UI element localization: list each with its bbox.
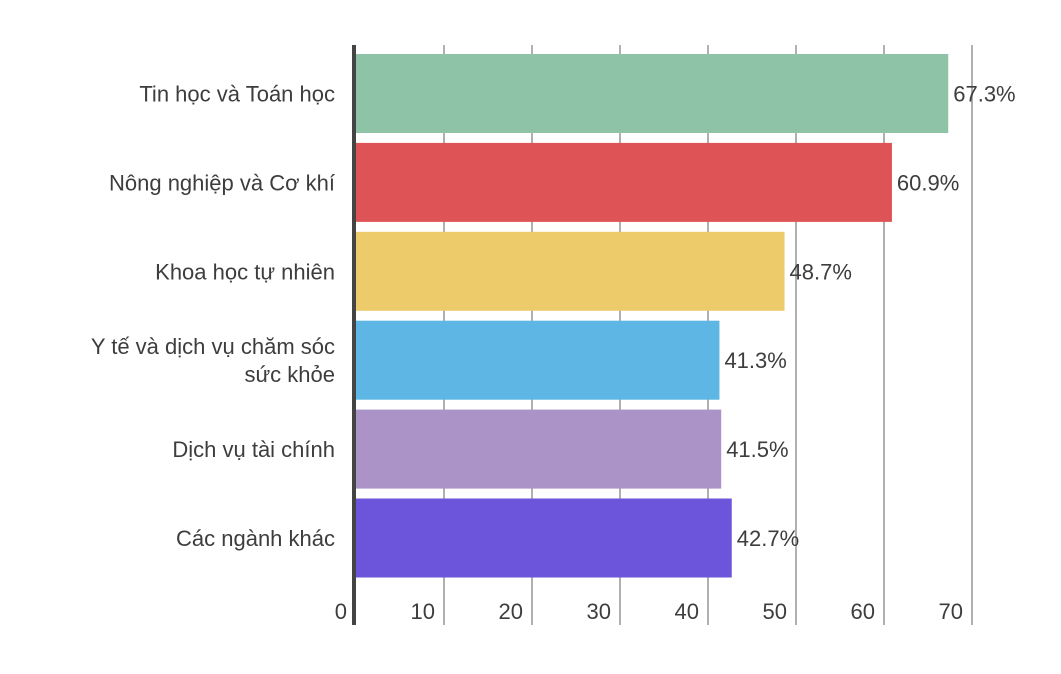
category-label: Y tế và dịch vụ chăm sóc — [91, 334, 335, 359]
category-label: Các ngành khác — [176, 526, 335, 551]
x-tick-label: 40 — [675, 599, 699, 624]
data-label: 67.3% — [953, 82, 1015, 107]
bar — [356, 54, 949, 133]
data-label: 60.9% — [897, 170, 959, 195]
category-label: Nông nghiệp và Cơ khí — [109, 170, 335, 195]
data-label: 48.7% — [790, 259, 852, 284]
x-tick-label: 60 — [851, 599, 875, 624]
bar — [356, 231, 785, 311]
category-label: Khoa học tự nhiên — [155, 259, 335, 284]
bar — [356, 498, 732, 578]
data-label: 42.7% — [737, 526, 799, 551]
bar — [356, 409, 722, 489]
x-tick-label: 20 — [499, 599, 523, 624]
category-label: sức khỏe — [244, 362, 335, 387]
x-tick-label: 50 — [763, 599, 787, 624]
x-tick-label: 70 — [939, 599, 963, 624]
bar — [356, 320, 720, 400]
data-label: 41.3% — [724, 348, 786, 373]
category-label: Tin học và Toán học — [139, 82, 335, 107]
x-tick-label: 30 — [587, 599, 611, 624]
data-label: 41.5% — [726, 437, 788, 462]
category-label: Dịch vụ tài chính — [172, 437, 335, 462]
x-tick-label: 0 — [335, 599, 347, 624]
bar — [356, 142, 892, 222]
x-tick-label: 10 — [411, 599, 435, 624]
